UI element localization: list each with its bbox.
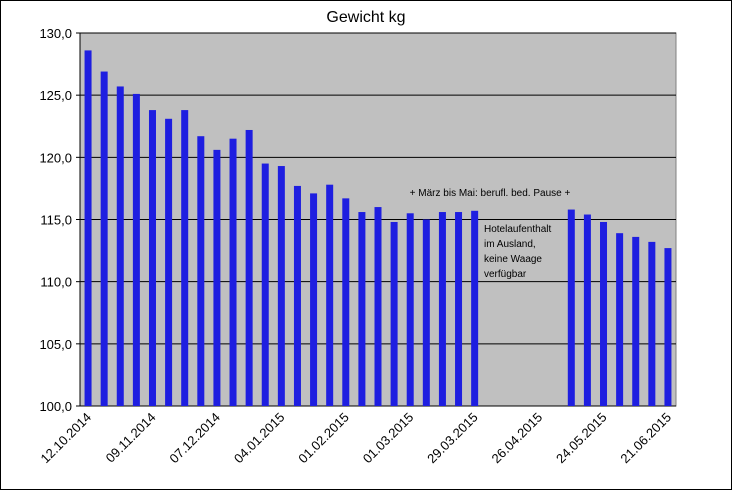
bar [100, 71, 108, 406]
bar [600, 221, 608, 406]
bar [148, 110, 156, 406]
bar [116, 86, 124, 407]
bar [132, 93, 140, 406]
y-tick-label: 110,0 [40, 275, 72, 290]
bar [84, 50, 92, 406]
bar [567, 209, 575, 406]
bar [374, 207, 382, 406]
bar [455, 212, 463, 406]
bar [616, 233, 624, 406]
y-tick-label: 125,0 [39, 88, 72, 103]
bar [165, 118, 173, 406]
y-tick-label: 100,0 [39, 399, 72, 414]
bar [326, 184, 334, 406]
bar [632, 236, 640, 406]
bar [583, 214, 591, 406]
bar [293, 185, 301, 406]
bar [390, 221, 398, 406]
bar [197, 136, 205, 407]
annotation: Hotelaufenthalt [484, 224, 551, 235]
annotation: verfügbar [484, 269, 527, 280]
bar [277, 166, 285, 406]
bar [310, 193, 318, 406]
bar [245, 129, 253, 407]
y-tick-label: 105,0 [39, 337, 72, 352]
bar [229, 138, 237, 406]
bar [471, 210, 479, 406]
bar [358, 212, 366, 406]
bar [213, 149, 221, 406]
y-tick-label: 130,0 [39, 26, 72, 41]
bar [438, 212, 446, 406]
bar [406, 213, 414, 406]
annotation: im Ausland, [484, 239, 536, 250]
bar [648, 241, 656, 406]
bar [181, 110, 189, 406]
y-tick-label: 115,0 [40, 213, 72, 228]
bar [261, 163, 269, 406]
bar [664, 248, 672, 406]
bar [342, 198, 350, 406]
annotation: + März bis Mai: berufl. bed. Pause + [410, 188, 571, 199]
y-tick-label: 120,0 [39, 150, 72, 165]
chart-title: Gewicht kg [326, 9, 405, 26]
annotation: keine Waage [484, 254, 542, 265]
bar [422, 219, 430, 406]
